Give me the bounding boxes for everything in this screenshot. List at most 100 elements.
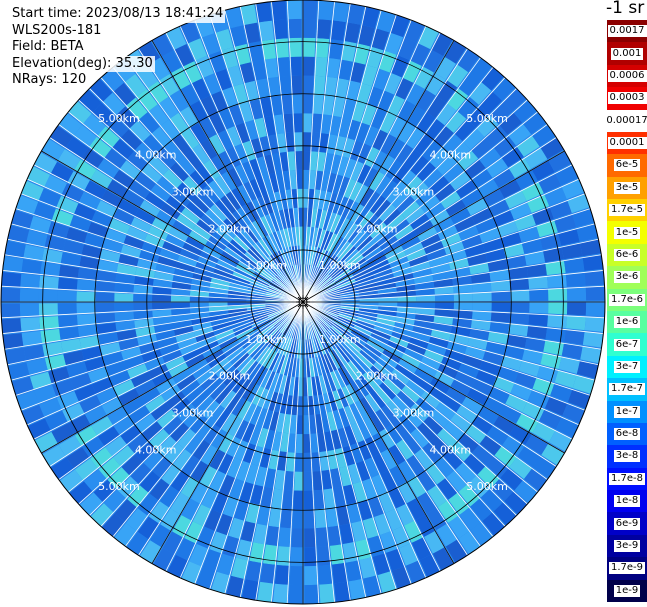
ppi-gate-cell: [378, 154, 395, 175]
ppi-gate-cell: [253, 271, 272, 284]
ppi-gate-cell: [325, 256, 339, 273]
ppi-gate-cell: [378, 302, 398, 307]
ray-gap-line: [302, 1, 335, 303]
ppi-gate-cell: [119, 160, 141, 180]
ppi-gate-cell: [331, 325, 348, 340]
ppi-gate-cell: [434, 302, 454, 310]
ppi-gate-cell: [62, 402, 85, 422]
ppi-gate-cell: [486, 157, 509, 178]
ppi-gate-cell: [272, 253, 284, 271]
ppi-gate-cell: [117, 476, 139, 499]
ppi-gate-cell: [318, 209, 327, 229]
colorbar-cell: 1.7e-7: [607, 378, 647, 401]
ray-gap-line: [302, 254, 602, 303]
ppi-gate-cell: [125, 508, 148, 532]
ppi-gate-cell: [453, 284, 473, 294]
ppi-gate-cell: [257, 324, 274, 338]
ppi-gate-cell: [205, 378, 223, 396]
ppi-gate-cell: [231, 187, 246, 208]
ppi-gate-cell: [52, 379, 74, 397]
ppi-gate-cell: [529, 302, 549, 314]
ppi-gate-cell: [141, 163, 163, 184]
ppi-gate-cell: [310, 318, 321, 337]
ppi-gate-cell: [359, 557, 377, 579]
ppi-gate-cell: [74, 458, 98, 481]
ppi-gate-cell: [470, 522, 494, 546]
ppi-gate-cell: [334, 369, 346, 389]
ppi-gate-cell: [347, 254, 364, 269]
ray-gap-line: [302, 301, 602, 350]
colorbar-cell: 6e-6: [607, 243, 647, 267]
ppi-gate-cell: [489, 321, 510, 334]
ppi-gate-cell: [276, 354, 286, 374]
ppi-gate-cell: [161, 384, 181, 402]
ppi-gate-cell: [316, 275, 331, 290]
ray-gap-line: [302, 301, 586, 411]
ppi-gate-cell: [453, 309, 473, 319]
ppi-gate-cell: [148, 501, 170, 524]
ppi-gate-cell: [585, 302, 605, 317]
ppi-gate-cell: [522, 349, 544, 365]
ppi-gate-cell: [4, 347, 27, 365]
ppi-gate-cell: [472, 302, 492, 311]
ppi-gate-cell: [183, 409, 202, 429]
ray-gap-line: [286, 0, 304, 303]
ppi-gate-cell: [499, 112, 523, 135]
colorbar-cell: 0.0006: [607, 64, 647, 88]
ppi-gate-cell: [493, 415, 516, 435]
ppi-gate-cell: [321, 305, 340, 312]
ppi-gate-cell: [406, 454, 426, 476]
ppi-gate-cell: [293, 320, 300, 339]
ppi-gate-cell: [159, 248, 180, 262]
ppi-gate-cell: [231, 275, 251, 285]
ppi-gate-cell: [152, 371, 173, 387]
ppi-gate-cell: [149, 478, 170, 501]
ppi-gate-cell: [490, 311, 511, 323]
ray-gap-line: [15, 208, 304, 303]
ppi-gate-cell: [403, 242, 424, 256]
ppi-gate-cell: [118, 388, 140, 406]
ppi-gate-cell: [295, 226, 300, 246]
ppi-gate-cell: [364, 191, 381, 211]
ppi-gate-cell: [350, 422, 365, 443]
ppi-gate-cell: [416, 161, 436, 182]
ppi-gate-cell: [332, 174, 344, 195]
ppi-gate-cell: [135, 326, 156, 338]
ppi-gate-cell: [134, 142, 156, 164]
colorbar-cell: 3e-7: [607, 355, 647, 379]
ppi-gate-cell: [229, 478, 245, 500]
ppi-gate-cell: [326, 134, 338, 155]
ppi-gate-cell: [422, 442, 442, 463]
ppi-gate-cell: [398, 543, 419, 566]
ppi-gate-cell: [244, 22, 261, 44]
ppi-gate-cell: [135, 379, 156, 397]
ppi-gate-cell: [172, 220, 192, 236]
ppi-gate-cell: [2, 333, 24, 350]
ppi-gate-cell: [179, 106, 199, 128]
ppi-gate-cell: [321, 302, 341, 306]
ppi-gate-cell: [440, 394, 462, 413]
ppi-gate-cell: [239, 257, 258, 272]
ppi-gate-cell: [192, 144, 210, 165]
ppi-gate-cell: [350, 161, 364, 182]
ppi-gate-cell: [342, 445, 356, 466]
ray-gap-line: [20, 301, 304, 411]
ppi-gate-cell: [412, 267, 433, 278]
ppi-gate-cell: [331, 429, 343, 450]
ppi-gate-cell: [155, 330, 176, 342]
ppi-gate-cell: [436, 103, 457, 126]
ppi-gate-cell: [170, 422, 190, 443]
ppi-gate-cell: [162, 531, 184, 555]
ppi-gate-cell: [243, 181, 257, 202]
ppi-gate-cell: [303, 471, 313, 491]
ray-gap-line: [209, 14, 304, 303]
ppi-gate-cell: [264, 58, 279, 79]
ppi-gate-cell: [477, 405, 500, 425]
ppi-gate-cell: [160, 119, 181, 141]
ppi-gate-cell: [526, 325, 548, 340]
ppi-gate-cell: [584, 316, 605, 332]
ray-gap-line: [179, 301, 304, 579]
ppi-gate-cell: [235, 327, 254, 340]
ppi-gate-cell: [378, 491, 396, 514]
range-ring-label: 4.00km: [135, 149, 177, 162]
